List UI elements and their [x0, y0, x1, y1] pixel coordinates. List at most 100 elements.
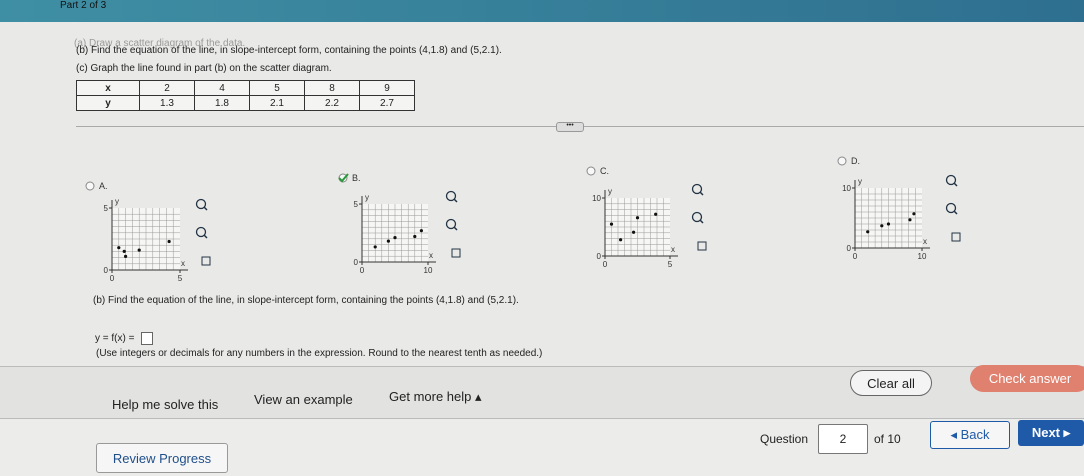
- option-label: C.: [600, 166, 609, 176]
- cell: 1.3: [139, 95, 195, 111]
- clear-all-button[interactable]: Clear all: [850, 370, 932, 396]
- check-answer-button[interactable]: Check answer: [970, 365, 1084, 392]
- question-total: of 10: [874, 432, 901, 446]
- zoom-out-icon[interactable]: [195, 226, 207, 238]
- scatter-point: [632, 230, 636, 234]
- question-prompt: (b) Find the equation of the line, in sl…: [93, 295, 519, 306]
- zoom-out-icon[interactable]: [691, 211, 703, 223]
- cell: x: [76, 80, 140, 96]
- radio[interactable]: [837, 156, 847, 166]
- x-axis-label: x: [429, 251, 433, 260]
- help-link[interactable]: Help me solve this: [112, 397, 219, 412]
- y-axis-label: y: [858, 177, 862, 186]
- open-graph-icon[interactable]: [951, 232, 961, 242]
- x-tick-label: 10: [424, 266, 433, 275]
- zoom-in-handle: [453, 198, 458, 203]
- x-tick-label: 0: [360, 266, 365, 275]
- x-axis-label: x: [181, 259, 185, 268]
- cell: 1.8: [194, 95, 250, 111]
- y-tick-label: 5: [104, 204, 109, 213]
- scatter-point: [122, 249, 126, 253]
- instruction: (b) Find the equation of the line, in sl…: [76, 45, 502, 56]
- scatter-point: [609, 222, 614, 226]
- scatter-point: [167, 239, 171, 244]
- radio[interactable]: [85, 181, 95, 191]
- option-label: D.: [851, 156, 860, 166]
- hint: (Use integers or decimals for any number…: [96, 348, 543, 359]
- scatter-point: [886, 222, 891, 226]
- scatter-point: [619, 238, 623, 242]
- zoom-in-icon[interactable]: [445, 190, 457, 202]
- zoom-in-handle: [953, 182, 958, 187]
- scatter-point: [912, 212, 916, 216]
- expand-button[interactable]: •••: [556, 122, 584, 132]
- review-progress-button[interactable]: Review Progress: [96, 443, 228, 473]
- part-label: Part 2 of 3: [60, 0, 107, 11]
- scatter-point: [654, 212, 658, 216]
- options-graphs: A. x y 0 5 0 5 B. x y 0 10 0 5 C. x y 0 5 0 10 D. x y 0 10 0 10: [85, 156, 961, 283]
- x-tick-label: 10: [918, 252, 927, 261]
- scatter-point: [880, 224, 884, 228]
- option-label: A.: [99, 181, 108, 191]
- answer-prefix: y = f(x) =: [95, 333, 135, 344]
- y-tick-label: 5: [354, 200, 359, 209]
- cell: 9: [359, 80, 415, 96]
- cell: 2.7: [359, 95, 415, 111]
- x-axis-label: x: [671, 245, 675, 254]
- scatter-point: [373, 245, 377, 249]
- scatter-point: [393, 236, 397, 240]
- back-button[interactable]: ◂ Back: [930, 421, 1010, 449]
- option-label: B.: [352, 173, 361, 183]
- scatter-point: [137, 248, 141, 252]
- x-tick-label: 0: [110, 274, 115, 283]
- y-tick-label: 10: [592, 194, 601, 203]
- scatter-point: [413, 234, 417, 239]
- cell: 5: [249, 80, 305, 96]
- x-axis-label: x: [923, 237, 927, 246]
- zoom-out-icon[interactable]: [945, 202, 957, 214]
- y-axis-label: y: [115, 197, 119, 206]
- next-button[interactable]: Next ▸: [1018, 420, 1084, 446]
- question-number[interactable]: 2: [818, 424, 868, 454]
- instruction: (a) Draw a scatter diagram of the data.: [74, 38, 246, 49]
- zoom-in-icon[interactable]: [691, 183, 703, 195]
- example-link[interactable]: View an example: [254, 392, 353, 407]
- zoom-out-handle: [203, 234, 208, 239]
- scatter-point: [419, 229, 423, 233]
- scatter-point: [124, 254, 128, 258]
- open-graph-icon[interactable]: [451, 248, 461, 258]
- cell: 2.2: [304, 95, 360, 111]
- question-label: Question: [760, 432, 809, 446]
- open-graph-icon[interactable]: [201, 256, 211, 266]
- zoom-in-icon[interactable]: [195, 198, 207, 210]
- zoom-out-handle: [453, 226, 458, 231]
- instruction: (c) Graph the line found in part (b) on …: [76, 63, 332, 74]
- zoom-in-handle: [699, 191, 704, 196]
- y-tick-label: 0: [597, 252, 602, 261]
- answer-input[interactable]: [141, 332, 153, 345]
- zoom-in-icon[interactable]: [945, 174, 957, 186]
- y-axis-label: y: [365, 193, 369, 202]
- scatter-point: [908, 218, 912, 222]
- x-tick-label: 5: [178, 274, 183, 283]
- zoom-out-handle: [953, 210, 958, 215]
- zoom-out-icon[interactable]: [445, 218, 457, 230]
- open-graph-icon[interactable]: [697, 241, 707, 251]
- zoom-in-handle: [203, 206, 208, 211]
- x-tick-label: 0: [853, 252, 858, 261]
- more-help-link[interactable]: Get more help ▴: [389, 389, 482, 404]
- zoom-out-handle: [699, 219, 704, 224]
- scatter-point: [386, 239, 390, 243]
- x-tick-label: 0: [603, 260, 608, 269]
- radio[interactable]: [586, 166, 596, 176]
- y-tick-label: 10: [842, 184, 851, 193]
- cell: y: [76, 95, 140, 111]
- cell: 8: [304, 80, 360, 96]
- header-bar: [0, 0, 1084, 22]
- check-mark: [338, 173, 349, 183]
- x-tick-label: 5: [668, 260, 673, 269]
- cell: 2.1: [249, 95, 305, 111]
- y-tick-label: 0: [104, 266, 109, 275]
